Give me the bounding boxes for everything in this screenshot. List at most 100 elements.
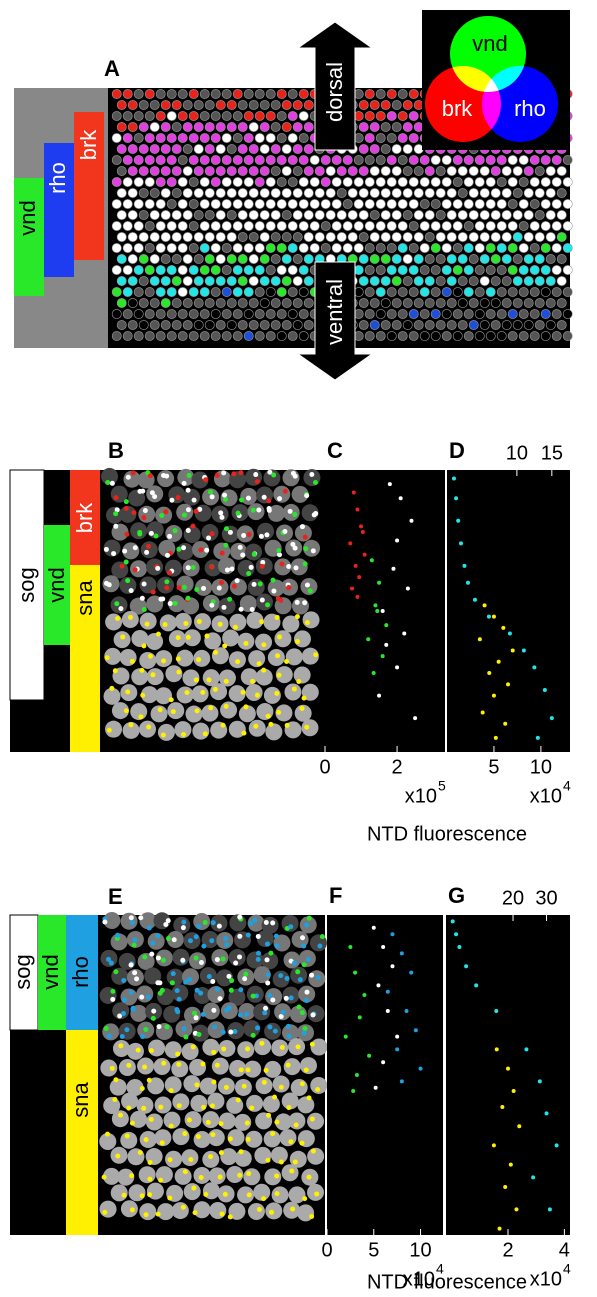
spot [128, 915, 134, 921]
nucleus [157, 723, 175, 741]
point [362, 993, 367, 997]
cell [375, 243, 386, 253]
spot [227, 596, 233, 602]
cell [232, 265, 243, 275]
spot [185, 565, 191, 571]
point [387, 482, 392, 487]
spot [109, 685, 115, 691]
cell [556, 320, 567, 330]
nucleus [136, 985, 154, 1003]
cell [342, 177, 353, 187]
cell [298, 331, 309, 341]
spot [164, 579, 170, 585]
cell [171, 298, 182, 308]
spot [135, 1047, 141, 1053]
cell [397, 265, 408, 275]
cell [358, 254, 369, 264]
cell [408, 265, 419, 275]
spot [209, 531, 215, 537]
cell [193, 188, 204, 198]
spot [276, 548, 282, 554]
cell [325, 210, 336, 220]
spot [119, 563, 125, 569]
cell [166, 243, 177, 253]
point [493, 735, 498, 740]
cell [402, 320, 413, 330]
spot [286, 1033, 292, 1039]
spot [202, 920, 208, 926]
spot [222, 492, 228, 498]
point [395, 665, 400, 670]
cell [540, 309, 551, 319]
nucleus [136, 1096, 154, 1114]
cell [353, 221, 364, 231]
nucleus [109, 1078, 127, 1096]
cell [232, 287, 243, 297]
spot [127, 614, 133, 620]
spot [140, 1034, 146, 1040]
spot [310, 1012, 316, 1018]
cell [155, 287, 166, 297]
cell [270, 320, 281, 330]
nucleus [139, 912, 157, 930]
spot [253, 723, 259, 729]
cell [248, 144, 259, 154]
spot [228, 987, 234, 993]
spot [205, 1119, 211, 1125]
spot [238, 987, 244, 993]
cell [303, 298, 314, 308]
spot [274, 614, 280, 620]
cell [237, 100, 248, 110]
cell [292, 276, 303, 286]
nucleus [265, 1202, 283, 1220]
spot [292, 512, 298, 518]
spot [260, 559, 266, 565]
cell [221, 89, 232, 99]
cell [177, 199, 188, 209]
spot [113, 1077, 119, 1083]
spot [270, 577, 276, 583]
cell [160, 232, 171, 242]
cell [507, 309, 518, 319]
bar [66, 1030, 98, 1235]
spot [125, 689, 131, 695]
cell [182, 298, 193, 308]
cell [452, 177, 463, 187]
nucleus [174, 721, 192, 739]
cell [463, 243, 474, 253]
arrow-label: dorsal [322, 62, 347, 122]
nucleus [264, 1060, 282, 1078]
spot [104, 1131, 110, 1137]
spot [243, 704, 249, 710]
cell [386, 111, 397, 121]
spot [218, 1121, 224, 1127]
spot [290, 1206, 296, 1212]
spot [232, 624, 238, 630]
cell [116, 100, 127, 110]
nucleus [110, 1184, 128, 1202]
cell [353, 155, 364, 165]
spot [113, 511, 119, 517]
nucleus [172, 1093, 190, 1111]
nucleus [184, 1111, 202, 1129]
cell [182, 254, 193, 264]
cell [380, 144, 391, 154]
spot [244, 1120, 250, 1126]
cell [226, 276, 237, 286]
cell [122, 199, 133, 209]
point [405, 586, 410, 591]
cell [303, 100, 314, 110]
cell [199, 331, 210, 341]
cell [463, 221, 474, 231]
cell [237, 210, 248, 220]
spot [304, 620, 310, 626]
cell [243, 89, 254, 99]
spot [124, 1133, 130, 1139]
nucleus [155, 687, 173, 705]
spot [115, 615, 121, 621]
point [343, 1034, 348, 1039]
cell [331, 155, 342, 165]
cell [199, 177, 210, 187]
spot [128, 722, 134, 728]
nucleus [157, 470, 175, 488]
